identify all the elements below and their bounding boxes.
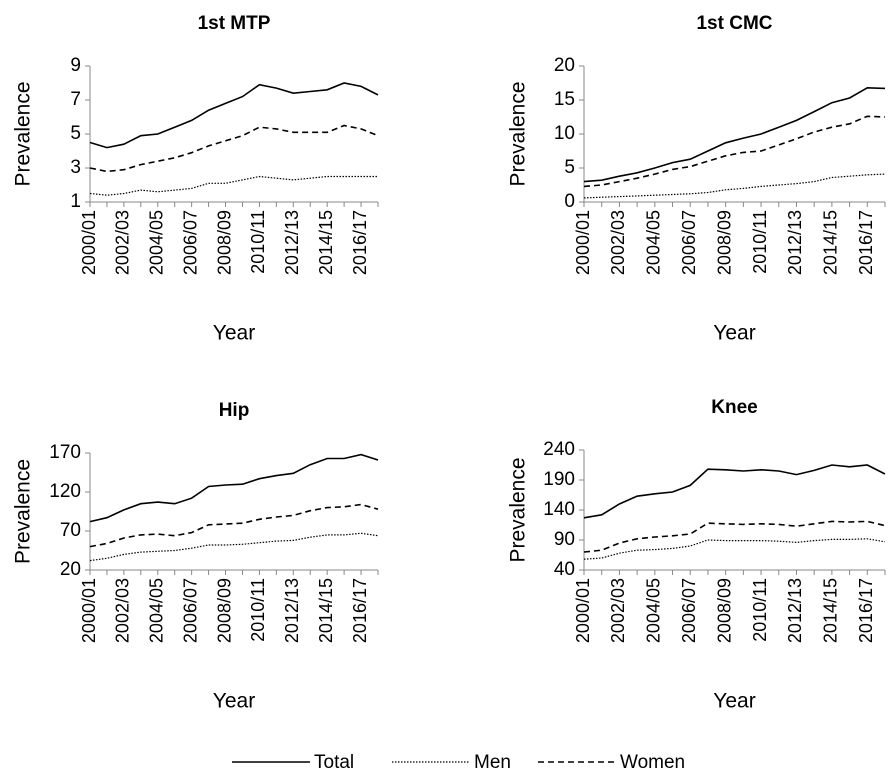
- y-axis-label: Prevalence: [12, 81, 35, 186]
- y-axis-label: Prevalence: [507, 457, 530, 562]
- y-tick-label: 1: [70, 191, 81, 212]
- y-tick-label: 20: [554, 55, 575, 76]
- chart-title: 1st MTP: [198, 13, 271, 34]
- x-tick-label: 2012/13: [282, 578, 302, 643]
- x-tick-label: 2006/07: [679, 578, 699, 643]
- x-tick-label: 2000/01: [573, 578, 593, 643]
- x-tick-label: 2004/05: [147, 210, 167, 275]
- x-tick-label: 2000/01: [573, 210, 593, 275]
- y-tick-label: 70: [60, 520, 81, 541]
- x-tick-label: 2010/11: [750, 578, 770, 642]
- series-line: [583, 520, 886, 553]
- x-tick-label: 2010/11: [750, 210, 770, 274]
- x-tick-label: 2004/05: [644, 578, 664, 643]
- x-tick-label: 2008/09: [714, 578, 734, 643]
- series-line: [89, 503, 379, 548]
- series-line: [583, 464, 886, 519]
- x-tick-label: 2012/13: [785, 578, 805, 643]
- y-tick-label: 15: [554, 89, 575, 110]
- x-tick-label: 2008/09: [214, 210, 234, 275]
- x-tick-label: 2006/07: [679, 210, 699, 275]
- y-tick-label: 120: [49, 481, 81, 502]
- x-tick-label: 2014/15: [821, 578, 841, 643]
- y-tick-label: 20: [60, 559, 81, 580]
- x-tick-label: 2012/13: [282, 210, 302, 275]
- x-tick-label: 2002/03: [113, 578, 133, 643]
- x-tick-label: 2016/17: [856, 578, 876, 643]
- chart-title: Knee: [711, 397, 757, 418]
- x-tick-label: 2002/03: [113, 210, 133, 275]
- legend-label: Men: [474, 752, 511, 773]
- y-tick-label: 0: [564, 191, 575, 212]
- series-line: [89, 175, 378, 196]
- x-axis-label: Year: [213, 690, 255, 713]
- x-tick-label: 2006/07: [180, 578, 200, 643]
- y-tick-label: 10: [554, 123, 575, 144]
- x-tick-label: 2014/15: [316, 210, 336, 275]
- y-tick-label: 240: [543, 439, 575, 460]
- y-tick-label: 7: [70, 89, 81, 110]
- x-tick-label: 2000/01: [79, 578, 99, 643]
- x-tick-label: 2002/03: [608, 210, 628, 275]
- series-line: [583, 86, 886, 183]
- x-tick-label: 2014/15: [316, 578, 336, 643]
- y-tick-label: 170: [49, 442, 81, 463]
- series-line: [89, 453, 379, 523]
- x-tick-label: 2006/07: [180, 210, 200, 275]
- y-tick-label: 5: [70, 123, 81, 144]
- x-axis-label: Year: [713, 690, 755, 713]
- y-tick-label: 90: [554, 529, 575, 550]
- x-tick-label: 2016/17: [856, 210, 876, 275]
- x-tick-label: 2010/11: [248, 578, 268, 642]
- y-tick-label: 5: [564, 157, 575, 178]
- x-tick-label: 2008/09: [714, 210, 734, 275]
- series-line: [583, 115, 886, 188]
- series-line: [89, 124, 379, 173]
- y-axis-label: Prevalence: [12, 459, 35, 564]
- y-tick-label: 140: [543, 499, 575, 520]
- x-tick-label: 2010/11: [248, 210, 268, 274]
- x-tick-label: 2016/17: [350, 210, 370, 275]
- y-tick-label: 3: [70, 157, 81, 178]
- legend-label: Women: [620, 752, 685, 773]
- x-tick-label: 2016/17: [350, 578, 370, 643]
- y-tick-label: 190: [543, 469, 575, 490]
- x-tick-label: 2002/03: [608, 578, 628, 643]
- series-line: [583, 538, 886, 560]
- chart-title: 1st CMC: [696, 13, 772, 34]
- legend-label: Total: [314, 752, 354, 773]
- x-tick-label: 2000/01: [79, 210, 99, 275]
- x-tick-label: 2004/05: [147, 578, 167, 643]
- x-axis-label: Year: [213, 322, 255, 345]
- x-tick-label: 2014/15: [821, 210, 841, 275]
- series-line: [89, 532, 379, 562]
- y-axis-label: Prevalence: [507, 81, 530, 186]
- series-line: [89, 82, 379, 149]
- x-axis-label: Year: [713, 322, 755, 345]
- y-tick-label: 9: [70, 55, 81, 76]
- chart-title: Hip: [219, 400, 250, 421]
- series-line: [583, 173, 886, 199]
- x-tick-label: 2008/09: [214, 578, 234, 643]
- x-tick-label: 2004/05: [644, 210, 664, 275]
- y-tick-label: 40: [554, 559, 575, 580]
- x-tick-label: 2012/13: [785, 210, 805, 275]
